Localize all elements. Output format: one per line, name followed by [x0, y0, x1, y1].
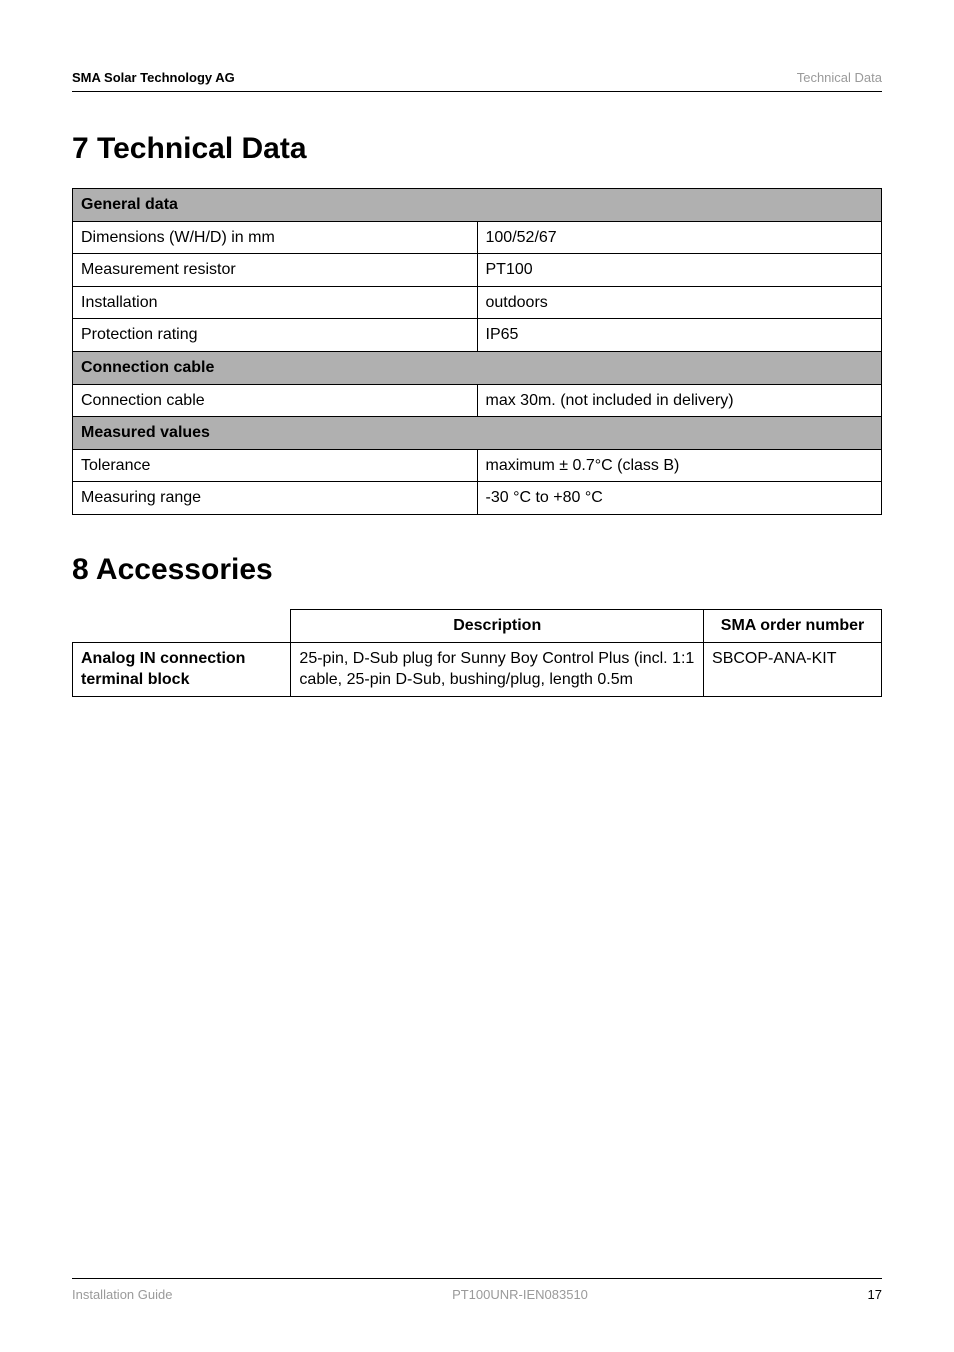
table-row: Connection cable — [73, 351, 882, 384]
value-cell: -30 °C to +80 °C — [477, 482, 882, 515]
section7-title: 7 Technical Data — [72, 132, 882, 166]
section-cell: Measured values — [73, 417, 882, 450]
section-cell: Connection cable — [73, 351, 882, 384]
acc-data-row: Analog IN connection terminal block 25-p… — [73, 642, 882, 696]
technical-data-table: General dataDimensions (W/H/D) in mm100/… — [72, 188, 882, 515]
table-row: Measuring range-30 °C to +80 °C — [73, 482, 882, 515]
section8-title: 8 Accessories — [72, 553, 882, 587]
label-cell: Dimensions (W/H/D) in mm — [73, 221, 478, 254]
label-cell: Protection rating — [73, 319, 478, 352]
value-cell: IP65 — [477, 319, 882, 352]
acc-header-order: SMA order number — [704, 609, 882, 642]
table-row: Installationoutdoors — [73, 286, 882, 319]
table-row: Measurement resistorPT100 — [73, 254, 882, 287]
value-cell: maximum ± 0.7°C (class B) — [477, 449, 882, 482]
table-row: Tolerancemaximum ± 0.7°C (class B) — [73, 449, 882, 482]
label-cell: Installation — [73, 286, 478, 319]
header-section-title: Technical Data — [797, 70, 882, 85]
footer-left: Installation Guide — [72, 1287, 172, 1302]
acc-c3: SBCOP-ANA-KIT — [704, 642, 882, 696]
accessories-table: Description SMA order number Analog IN c… — [72, 609, 882, 697]
value-cell: outdoors — [477, 286, 882, 319]
label-cell: Tolerance — [73, 449, 478, 482]
footer-center: PT100UNR-IEN083510 — [452, 1287, 588, 1302]
acc-header-row: Description SMA order number — [73, 609, 882, 642]
acc-c1: Analog IN connection terminal block — [73, 642, 291, 696]
label-cell: Measurement resistor — [73, 254, 478, 287]
value-cell: max 30m. (not included in delivery) — [477, 384, 882, 417]
table-row: General data — [73, 189, 882, 222]
acc-c2: 25-pin, D-Sub plug for Sunny Boy Control… — [291, 642, 704, 696]
table-row: Connection cablemax 30m. (not included i… — [73, 384, 882, 417]
label-cell: Connection cable — [73, 384, 478, 417]
table-row: Dimensions (W/H/D) in mm100/52/67 — [73, 221, 882, 254]
header-company: SMA Solar Technology AG — [72, 70, 235, 85]
table-row: Measured values — [73, 417, 882, 450]
acc-header-description: Description — [291, 609, 704, 642]
acc-header-empty — [73, 609, 291, 642]
page-footer: Installation Guide PT100UNR-IEN083510 17 — [72, 1278, 882, 1302]
page-header: SMA Solar Technology AG Technical Data — [72, 70, 882, 92]
label-cell: Measuring range — [73, 482, 478, 515]
footer-right: 17 — [868, 1287, 882, 1302]
value-cell: 100/52/67 — [477, 221, 882, 254]
table-row: Protection ratingIP65 — [73, 319, 882, 352]
section-cell: General data — [73, 189, 882, 222]
value-cell: PT100 — [477, 254, 882, 287]
